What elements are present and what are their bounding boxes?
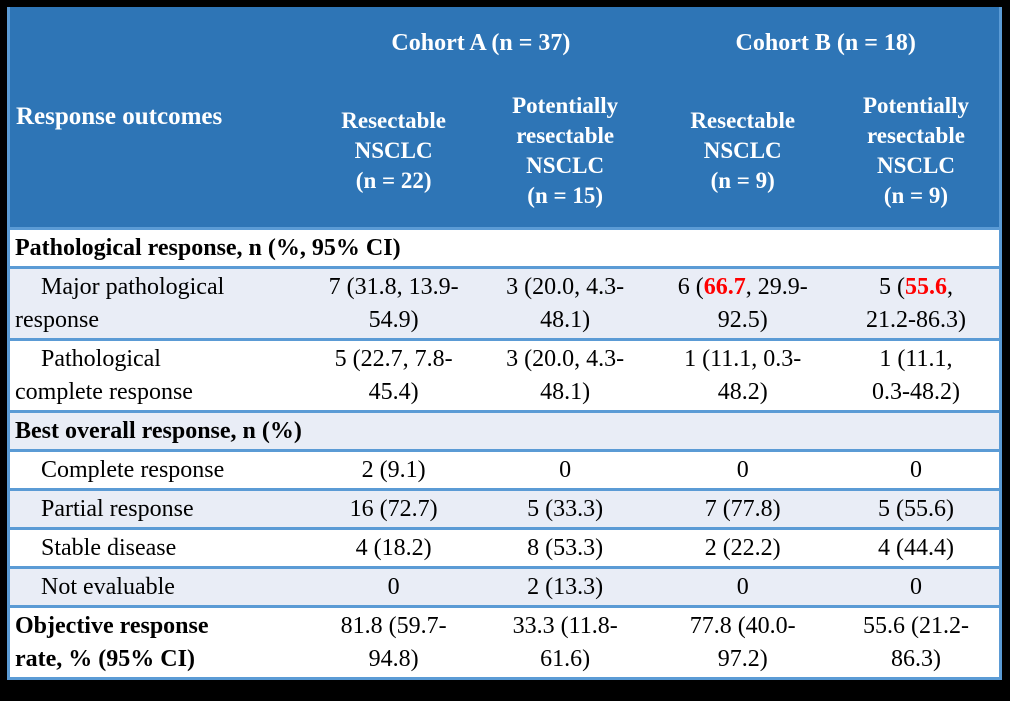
cell-value: 2 (22.2): [704, 534, 781, 561]
cohort-a-resectable-header: Resectable NSCLC (n = 22): [309, 79, 478, 228]
row-partial-response: Partial response 16 (72.7) 5 (33.3) 7 (77.8…: [8, 489, 1001, 528]
cell-value: 1 (11.1, 0.3-48.2): [871, 345, 960, 405]
cell-value: 0: [909, 456, 922, 483]
response-outcomes-header: Response outcomes: [8, 7, 310, 228]
cell-value: 16 (72.7): [349, 495, 438, 522]
row-label: Major pathological response: [15, 273, 225, 333]
cell-value: 5 (33.3): [527, 495, 604, 522]
row-not-evaluable: Not evaluable 0 2 (13.3) 0 0: [8, 567, 1001, 606]
row-major-pathological-response: Major pathological response 7 (31.8, 13.9-…: [8, 267, 1001, 339]
cohort-b-header: Cohort B (n = 18): [652, 7, 1001, 79]
cohort-a-header: Cohort A (n = 37): [309, 7, 653, 79]
cell-value: 77.8 (40.0- 97.2): [689, 612, 796, 672]
row-label: Complete response: [41, 456, 225, 483]
row-label: Pathological complete response: [15, 345, 193, 405]
row-label: Stable disease: [41, 534, 177, 561]
cell-value: 6 (66.7, 29.9- 92.5): [677, 273, 808, 333]
cohort-b-potentially-resectable-header: Potentially resectable NSCLC (n = 9): [832, 79, 1001, 228]
subheader-line: (n = 22): [355, 167, 432, 193]
cell-value: 0: [736, 573, 749, 600]
cell-value: 0: [736, 456, 749, 483]
row-label: Not evaluable: [41, 573, 175, 600]
cohort-b-resectable-header: Resectable NSCLC (n = 9): [652, 79, 833, 228]
subheader-line: NSCLC: [526, 152, 605, 178]
cell-value: 5 (55.6): [877, 495, 954, 522]
cell-value: 0: [387, 573, 400, 600]
highlighted-value: 66.7: [703, 273, 746, 300]
cell-value: 4 (18.2): [355, 534, 432, 561]
cell-value: 0: [909, 573, 922, 600]
cohort-a-potentially-resectable-header: Potentially resectable NSCLC (n = 15): [477, 79, 653, 228]
cell-value: 7 (77.8): [704, 495, 781, 522]
cell-value: 81.8 (59.7- 94.8): [340, 612, 447, 672]
subheader-line: Potentially: [862, 92, 969, 118]
subheader-line: (n = 9): [710, 167, 775, 193]
row-label: Best overall response, n (%): [15, 417, 302, 444]
row-label: Pathological response, n (%, 95% CI): [15, 234, 401, 261]
cell-value: 8 (53.3): [527, 534, 604, 561]
cell-value: 0: [559, 456, 572, 483]
cell-value: 1 (11.1, 0.3- 48.2): [684, 345, 802, 405]
subheader-line: resectable: [516, 122, 615, 148]
subheader-line: NSCLC: [703, 137, 782, 163]
row-objective-response-rate: Objective response rate, % (95% CI) 81.8 (…: [8, 606, 1001, 678]
highlighted-value: 55.6: [904, 273, 947, 300]
cell-value: 5 (55.6, 21.2-86.3): [865, 273, 966, 333]
cell-value: 5 (22.7, 7.8- 45.4): [334, 345, 453, 405]
response-outcomes-table: Response outcomes Cohort A (n = 37) Coho…: [7, 7, 1002, 680]
row-pathological-complete-response: Pathological complete response 5 (22.7, 7.…: [8, 339, 1001, 411]
cell-value: 55.6 (21.2- 86.3): [862, 612, 969, 672]
section-best-overall-response: Best overall response, n (%): [8, 411, 1001, 450]
subheader-line: resectable: [867, 122, 965, 148]
subheader-line: Resectable: [690, 107, 796, 133]
cell-value: 3 (20.0, 4.3- 48.1): [506, 273, 625, 333]
cohort-header-row: Response outcomes Cohort A (n = 37) Coho…: [8, 7, 1001, 228]
row-label: Partial response: [41, 495, 194, 522]
cell-value: 2 (9.1): [361, 456, 426, 483]
subheader-line: (n = 9): [883, 182, 949, 208]
subgroup-header-row: Resectable NSCLC (n = 22) Potentially re…: [9, 79, 1001, 228]
table-body: Pathological response, n (%, 95% CI) Majo…: [8, 228, 1001, 678]
cell-value: 7 (31.8, 13.9- 54.9): [328, 273, 459, 333]
subheader-line: Potentially: [512, 92, 619, 118]
row-complete-response: Complete response 2 (9.1) 0 0 0: [8, 450, 1001, 489]
table-header: Response outcomes Cohort A (n = 37) Coho…: [8, 7, 1001, 228]
results-table-container: Response outcomes Cohort A (n = 37) Coho…: [7, 7, 1002, 680]
subheader-line: (n = 15): [527, 182, 604, 208]
subheader-line: NSCLC: [354, 137, 433, 163]
row-stable-disease: Stable disease 4 (18.2) 8 (53.3) 2 (22.2) 4 …: [8, 528, 1001, 567]
cell-value: 33.3 (11.8- 61.6): [512, 612, 618, 672]
subheader-line: NSCLC: [876, 152, 955, 178]
subheader-line: Resectable: [341, 107, 447, 133]
cell-value: 2 (13.3): [527, 573, 604, 600]
section-pathological-response: Pathological response, n (%, 95% CI): [8, 228, 1001, 267]
cell-value: 4 (44.4): [877, 534, 954, 561]
row-label: Objective response rate, % (95% CI): [15, 612, 209, 672]
cell-value: 3 (20.0, 4.3- 48.1): [506, 345, 625, 405]
